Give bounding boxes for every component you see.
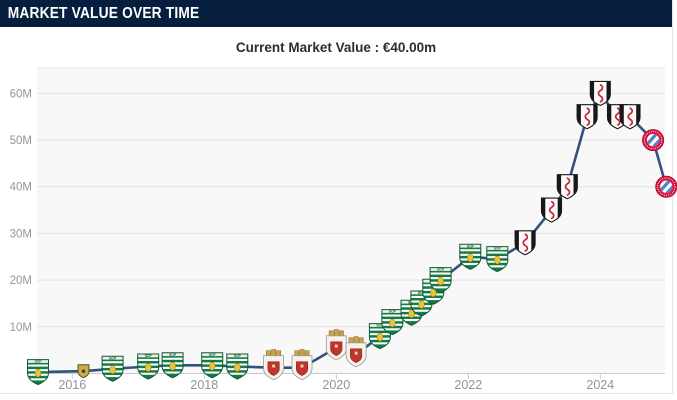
x-axis-label: 2022 [454, 378, 482, 392]
y-axis-label: 20M [10, 275, 32, 287]
svg-text:SCP: SCP [418, 291, 426, 295]
x-axis-label: 2018 [190, 378, 218, 392]
market-value-point-sporting-crest-icon[interactable]: SCPSporting CP — €11m [381, 309, 404, 336]
widget-header: MARKET VALUE OVER TIME [0, 0, 672, 27]
market-value-point-fulham-crest-icon[interactable]: Fulham FC — €28m [514, 230, 536, 256]
page-title: MARKET VALUE OVER TIME [7, 4, 200, 22]
market-value-point-fulham-crest-icon[interactable]: Fulham FC — €40m [556, 174, 578, 200]
market-value-point-braga-crest-icon[interactable]: SC Braga — €5.5m [325, 329, 347, 361]
market-value-point-fulham-crest-icon[interactable]: Fulham FC — €60m [589, 80, 611, 106]
x-axis-label: 2016 [58, 378, 86, 392]
svg-text:SCP: SCP [109, 356, 117, 360]
market-value-point-fulham-crest-icon[interactable]: Fulham FC — €55m [619, 104, 641, 130]
svg-text:SCP: SCP [169, 353, 177, 357]
svg-text:SCP: SCP [376, 324, 384, 328]
svg-text:SCP: SCP [467, 244, 475, 248]
svg-text:SCP: SCP [145, 354, 153, 358]
y-axis-label: 60M [10, 88, 32, 100]
market-value-point-braga-crest-icon[interactable]: SC Braga — €4m [345, 336, 367, 368]
current-market-value-text: Current Market Value : €40.00m [235, 40, 437, 55]
market-value-point-sporting-crest-icon[interactable]: SCPSporting CP — €24.5m [486, 246, 509, 273]
market-value-point-bayern-crest-icon[interactable]: FC Bayern München — €40m [652, 173, 677, 199]
y-axis-label: 30M [10, 228, 32, 240]
market-value-point-sporting-crest-icon[interactable]: SCPSporting CP — €20m [429, 267, 452, 294]
market-value-chart: 10M 20M 30M 40M 50M 60M 2016 2018 2020 2022 2024 SC… [10, 67, 677, 392]
market-value-point-bayern-crest-icon[interactable]: FC Bayern München — €50m [639, 126, 665, 152]
x-axis-label: 2024 [586, 378, 614, 392]
y-axis-label: 50M [10, 135, 32, 147]
market-value-point-sporting-crest-icon[interactable]: SCPSporting CP — €25m [459, 243, 482, 270]
y-axis-label: 10M [10, 322, 32, 334]
market-value-point-loan-crest-icon[interactable]: small loan-club crest — €0.5m [77, 364, 90, 379]
market-value-point-sporting-crest-icon[interactable]: SCPSporting CP — €1m [101, 355, 124, 382]
x-axis-label: 2020 [322, 378, 350, 392]
market-value-point-braga-crest-icon[interactable]: SC Braga — €1.25m [263, 349, 285, 381]
svg-text:SCP: SCP [494, 247, 502, 251]
market-value-point-sporting-crest-icon[interactable]: SCPSporting CP — €0.3m [27, 359, 49, 386]
svg-text:SCP: SCP [389, 310, 397, 314]
market-value-point-sporting-crest-icon[interactable]: SCPSporting CP — €1.5m [226, 353, 249, 380]
market-value-point-fulham-crest-icon[interactable]: Fulham FC — €55m [576, 104, 598, 130]
market-value-point-sporting-crest-icon[interactable]: SCPSporting CP — €1.5m [137, 353, 160, 380]
svg-text:SCP: SCP [35, 360, 43, 364]
y-axis-label: 40M [10, 182, 32, 194]
market-value-point-fulham-crest-icon[interactable]: Fulham FC — €35m [540, 197, 563, 223]
svg-text:SCP: SCP [437, 268, 445, 272]
market-value-point-sporting-crest-icon[interactable]: SCPSporting CP — €1.75m [161, 352, 184, 379]
plot-area [37, 68, 665, 374]
market-value-point-braga-crest-icon[interactable]: SC Braga — €1.25m [291, 349, 313, 381]
svg-text:SCP: SCP [209, 353, 217, 357]
svg-text:SCP: SCP [234, 354, 242, 358]
market-value-point-sporting-crest-icon[interactable]: SCPSporting CP — €1.75m [201, 352, 224, 379]
